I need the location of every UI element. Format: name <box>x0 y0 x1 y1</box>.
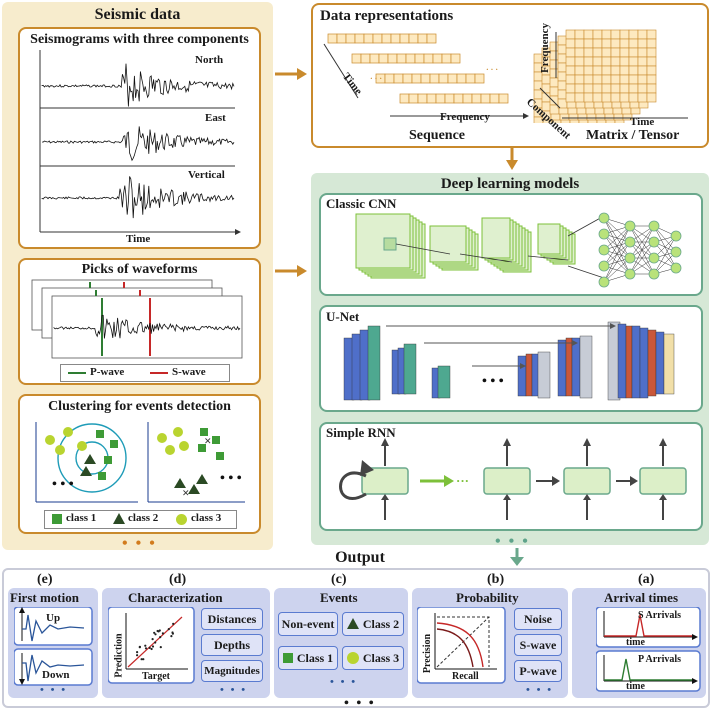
clustering-plots: • • • ✕ ✕ • • • <box>35 422 245 503</box>
chip-p-wave: P-wave <box>514 660 562 682</box>
svg-text:• • •: • • • <box>220 471 242 486</box>
seismic-ellipsis: • • • <box>122 535 157 552</box>
class3-label: class 3 <box>191 512 222 524</box>
seismogram-time-label: Time <box>126 233 151 245</box>
chip-non-event: Non-event <box>278 612 338 636</box>
mat-time-label: Time <box>630 116 655 128</box>
svg-text:· · ·: · · · <box>486 65 498 74</box>
s-time-label: time <box>626 637 645 648</box>
svg-text:✕: ✕ <box>204 436 212 446</box>
events-class3-circle-icon <box>347 652 359 664</box>
mat-frequency-label: Frequency <box>538 23 551 73</box>
first-motion-plots <box>14 607 93 686</box>
seismic-data-title: Seismic data <box>94 6 181 23</box>
class2-triangle-icon <box>113 513 125 524</box>
first-motion-letter: (e) <box>37 572 53 587</box>
picks-title: Picks of waveforms <box>81 262 198 277</box>
arrival-letter: (a) <box>638 572 655 587</box>
representations-title: Data representations <box>320 8 454 24</box>
chip-depths: Depths <box>201 634 263 656</box>
s-wave-legend-swatch <box>150 372 168 374</box>
svg-text:• • •: • • • <box>52 477 74 492</box>
p-wave-legend-swatch <box>68 372 86 374</box>
component-vertical: Vertical <box>188 169 225 181</box>
component-north: North <box>195 54 224 66</box>
seismograms-title: Seismograms with three components <box>30 32 249 47</box>
unet-diagram: • • • <box>343 321 675 401</box>
probability-ylabel: Precision <box>422 633 434 674</box>
cnn-diagram <box>355 212 682 288</box>
seismograms-box <box>18 27 261 249</box>
class1-label: class 1 <box>66 512 97 524</box>
deep-learning-ellipsis: • • • <box>495 533 530 550</box>
probability-title: Probability <box>456 590 519 605</box>
s-wave-legend-label: S-wave <box>172 366 206 378</box>
svg-text:· · ·: · · · <box>370 74 382 83</box>
chip-magnitudes: Magnitudes <box>201 660 263 682</box>
arrow-to-output <box>510 548 524 566</box>
rnn-diagram: ··· <box>339 438 687 520</box>
probability-letter: (b) <box>487 572 505 587</box>
events-title: Events <box>320 590 358 605</box>
probability-ellipsis: • • • <box>526 684 554 696</box>
characterization-ellipsis: • • • <box>220 684 248 696</box>
s-arrivals-label: S Arrivals <box>638 610 682 621</box>
arrow-to-representations <box>275 68 307 80</box>
class3-circle-icon <box>176 514 187 525</box>
deep-learning-title: Deep learning models <box>440 176 580 192</box>
characterization-title: Characterization <box>128 590 223 605</box>
probability-pr-curve <box>417 607 506 684</box>
characterization-ylabel: Prediction <box>113 633 125 678</box>
unet-label: U-Net <box>326 309 360 324</box>
seismogram-traces <box>39 50 241 235</box>
output-title: Output <box>335 549 385 566</box>
chip-noise: Noise <box>514 608 562 630</box>
seq-frequency-label: Frequency <box>440 111 490 123</box>
class1-square-icon <box>52 514 62 524</box>
p-arrivals-label: P Arrivals <box>638 654 682 665</box>
characterization-xlabel: Target <box>142 671 170 682</box>
first-motion-up: Up <box>46 612 61 624</box>
characterization-letter: (d) <box>169 572 187 587</box>
arrow-to-models <box>275 265 307 277</box>
events-panel <box>274 588 408 698</box>
svg-text:···: ··· <box>456 473 469 488</box>
events-class2-triangle-icon <box>347 618 359 629</box>
arrival-title: Arrival times <box>604 590 679 605</box>
cluster-legend <box>44 510 237 529</box>
events-letter: (c) <box>331 572 347 587</box>
p-time-label: time <box>626 681 645 692</box>
representations-grids: · · · · · · <box>323 29 688 123</box>
first-motion-down: Down <box>42 669 70 681</box>
clustering-title: Clustering for events detection <box>48 399 231 414</box>
sequence-label: Sequence <box>409 128 465 143</box>
class2-label: class 2 <box>128 512 159 524</box>
output-ellipsis: • • • <box>344 696 376 711</box>
p-wave-legend-label: P-wave <box>90 366 125 378</box>
first-motion-ellipsis: • • • <box>40 684 68 696</box>
svg-text:✕: ✕ <box>182 488 190 498</box>
arrival-plots <box>596 607 701 692</box>
probability-xlabel: Recall <box>452 671 479 682</box>
chip-distances: Distances <box>201 608 263 630</box>
cnn-label: Classic CNN <box>326 196 397 211</box>
component-east: East <box>205 112 226 124</box>
picks-waveforms <box>31 279 243 359</box>
svg-text:• • •: • • • <box>482 374 504 389</box>
chip-s-wave: S-wave <box>514 634 562 656</box>
arrow-to-deep-learning <box>506 148 518 170</box>
rnn-label: Simple RNN <box>326 425 396 440</box>
characterization-scatter <box>108 607 195 684</box>
chip-class-3: Class 3 <box>342 646 404 670</box>
picks-legend <box>60 364 230 382</box>
matrix-tensor-label: Matrix / Tensor <box>586 128 680 143</box>
events-ellipsis: • • • <box>330 676 358 688</box>
events-class1-square-icon <box>283 653 293 663</box>
first-motion-title: First motion <box>10 590 79 605</box>
